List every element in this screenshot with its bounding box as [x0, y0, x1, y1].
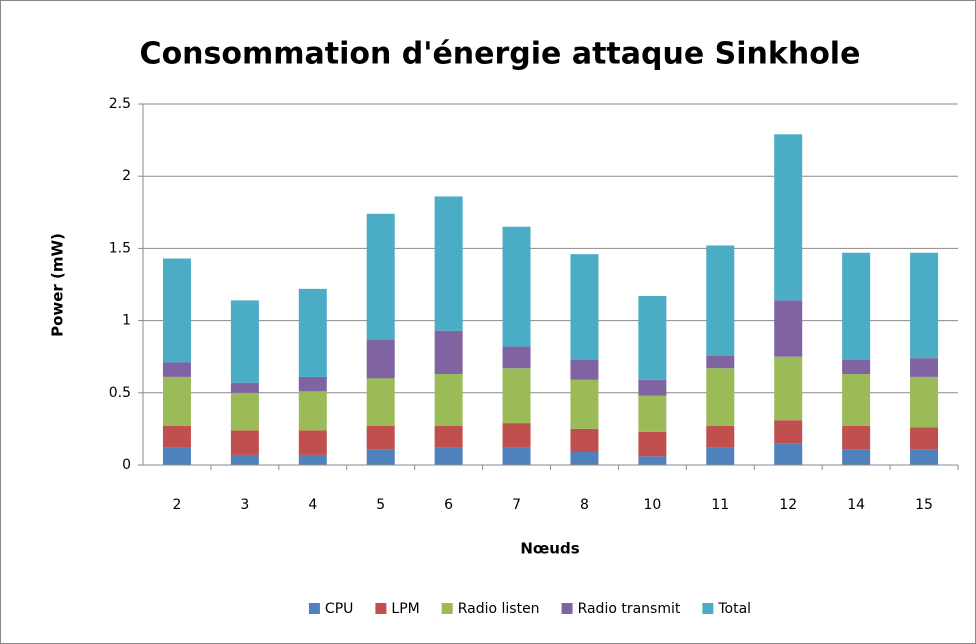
bar-segment — [638, 379, 667, 396]
x-tick-label: 15 — [915, 497, 933, 513]
bar-segment — [230, 392, 259, 431]
bar-segment — [298, 376, 327, 392]
bar-segment — [842, 359, 871, 375]
bar-segment — [502, 346, 531, 369]
bar-segment — [502, 368, 531, 424]
y-axis-title: Power (mW) — [49, 233, 67, 337]
x-axis-title: Nœuds — [520, 540, 579, 558]
y-tick-label: 0.5 — [109, 385, 131, 401]
bar-segment — [502, 423, 531, 448]
y-tick-label: 1 — [122, 313, 131, 329]
bar-segment — [230, 382, 259, 393]
bar-segment — [162, 362, 191, 377]
bar-segment — [502, 447, 531, 465]
bar-segment — [638, 431, 667, 457]
x-tick-label: 8 — [580, 497, 589, 513]
bar-segment — [502, 226, 531, 347]
x-tick-label: 3 — [240, 497, 249, 513]
x-tick-label: 10 — [643, 497, 661, 513]
bar-segment — [366, 449, 395, 465]
bar-segment — [298, 430, 327, 455]
legend-swatch — [561, 603, 573, 614]
bar-segment — [842, 426, 871, 450]
x-tick-label: 14 — [847, 497, 865, 513]
bar-segment — [774, 420, 803, 444]
bar-segment — [298, 288, 327, 377]
bar-segment — [910, 252, 939, 359]
bar-segment — [910, 358, 939, 377]
x-tick-label: 7 — [512, 497, 521, 513]
bar-segment — [570, 428, 599, 453]
bar-segment — [570, 359, 599, 380]
y-tick-label: 1.5 — [109, 240, 131, 256]
bar-segment — [842, 374, 871, 427]
x-tick-label: 2 — [172, 497, 181, 513]
bar-segment — [910, 376, 939, 428]
bar-segment — [706, 447, 735, 465]
x-tick-label: 12 — [779, 497, 797, 513]
bar-segment — [910, 427, 939, 450]
bar-segment — [434, 196, 463, 331]
bar-segment — [434, 374, 463, 427]
bar-segment — [434, 330, 463, 375]
bar-segment — [638, 395, 667, 432]
legend-swatch — [441, 603, 453, 614]
bar-segment — [366, 339, 395, 379]
bar-segment — [842, 252, 871, 360]
x-tick-label: 6 — [444, 497, 453, 513]
bar-segment — [162, 376, 191, 427]
bar-segment — [910, 449, 939, 465]
legend-swatch — [308, 603, 320, 614]
bar-segment — [434, 447, 463, 465]
x-tick-label: 11 — [711, 497, 729, 513]
bar-segment — [706, 368, 735, 427]
bar-segment — [162, 447, 191, 465]
y-tick-label: 0 — [122, 457, 131, 473]
bar-segment — [298, 391, 327, 431]
legend-label: CPU — [325, 601, 353, 617]
bar-segment — [842, 449, 871, 465]
bar-segment — [638, 456, 667, 465]
x-tick-label: 5 — [376, 497, 385, 513]
bar-segment — [162, 426, 191, 448]
y-tick-label: 2 — [122, 168, 131, 184]
legend-swatch — [702, 603, 714, 614]
bar-segment — [230, 454, 259, 465]
legend-swatch — [375, 603, 387, 614]
bar-segment — [570, 452, 599, 465]
x-tick-label: 4 — [308, 497, 317, 513]
chart-title: Consommation d'énergie attaque Sinkhole — [140, 37, 861, 72]
bar-segment — [774, 134, 803, 301]
bar-segment — [638, 296, 667, 380]
bar-segment — [230, 300, 259, 383]
bar-segment — [774, 356, 803, 421]
bar-segment — [774, 443, 803, 465]
bar-segment — [570, 379, 599, 429]
bar-segment — [298, 454, 327, 465]
y-tick-label: 2.5 — [109, 96, 131, 112]
bar-segment — [230, 430, 259, 455]
bar-segment — [706, 426, 735, 448]
bar-segment — [706, 355, 735, 369]
bar-segment — [366, 213, 395, 340]
bar-segment — [570, 254, 599, 360]
bar-segment — [162, 258, 191, 363]
bar-segment — [366, 426, 395, 450]
legend-label: LPM — [391, 601, 419, 617]
bar-segment — [434, 426, 463, 448]
legend-label: Radio transmit — [578, 601, 681, 617]
legend-label: Radio listen — [458, 601, 540, 617]
legend-label: Total — [717, 601, 751, 617]
bar-segment — [706, 245, 735, 356]
bar-segment — [774, 300, 803, 357]
bar-segment — [366, 378, 395, 427]
